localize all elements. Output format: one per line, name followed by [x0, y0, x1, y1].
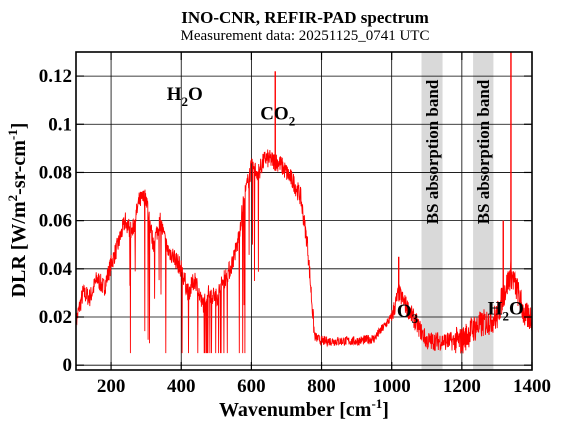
y-tick-label: 0.04 [39, 259, 73, 280]
molecule-label-2: CO2 [260, 103, 295, 128]
chart-title: INO-CNR, REFIR-PAD spectrum [181, 8, 429, 27]
bs-band-label-2: BS absorption band [474, 79, 493, 224]
x-tick-label: 600 [237, 376, 266, 397]
molecule-label-1: H2O [167, 84, 203, 109]
plot-frame [75, 51, 533, 371]
y-tick-label: 0.06 [39, 211, 72, 232]
chart-subtitle: Measurement data: 20251125_0741 UTC [181, 28, 430, 44]
x-tick-label: 400 [167, 376, 196, 397]
y-tick-label: 0.12 [39, 66, 72, 87]
bs-band-1 [421, 52, 443, 370]
x-tick-label: 800 [307, 376, 336, 397]
y-tick-label: 0.1 [48, 114, 72, 135]
x-tick-label: 1400 [513, 376, 551, 397]
bs-band-label-1: BS absorption band [423, 79, 442, 224]
x-tick-label: 1200 [443, 376, 481, 397]
x-tick-label: 200 [97, 376, 126, 397]
y-tick-label: 0 [63, 355, 73, 376]
x-tick-label: 1000 [373, 376, 411, 397]
molecule-label-3: O3 [397, 301, 419, 326]
y-tick-label: 0.08 [39, 162, 72, 183]
y-tick-label: 0.02 [39, 307, 72, 328]
spectrum-line [76, 149, 532, 354]
x-axis-label: Wavenumber [cm-1] [219, 396, 389, 421]
molecule-label-4: H2O [488, 299, 524, 324]
bs-band-2 [473, 52, 494, 370]
y-axis-label: DLR [W/m2-sr-cm-1] [5, 123, 30, 298]
